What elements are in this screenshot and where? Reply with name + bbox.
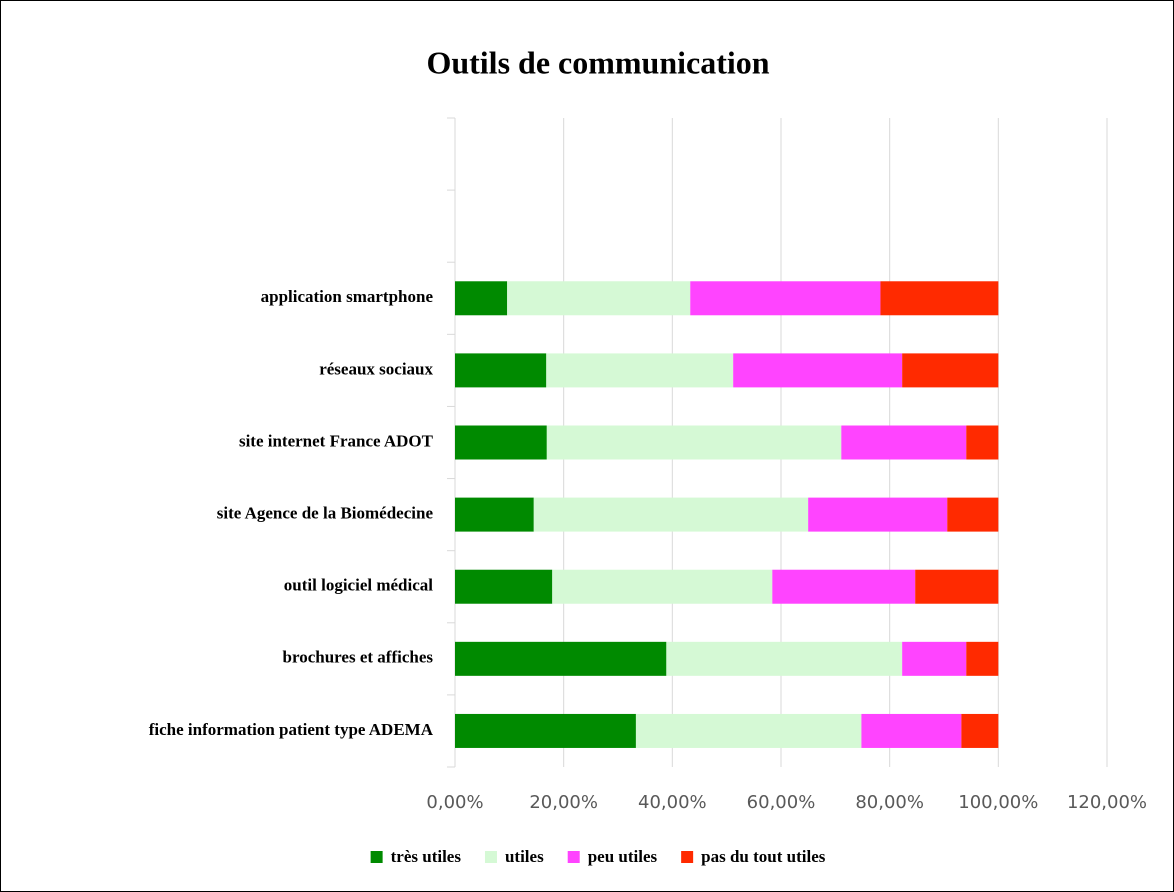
bar-segment [666,641,903,676]
legend-swatch [370,851,383,863]
x-tick-label: 40,00% [638,792,707,813]
y-tick-label: site Agence de la Biomédecine [217,504,434,523]
legend-label: utiles [505,847,544,866]
legend-label: peu utiles [588,847,658,866]
bar-segment [915,569,999,604]
bar-segment [902,353,999,388]
y-tick-label: site internet France ADOT [239,431,434,450]
bar-segment [772,569,916,604]
x-tick-label: 80,00% [855,792,924,813]
bar-segment [966,425,999,460]
bar-segment [455,569,553,604]
bar-segment [455,353,547,388]
bar-segment [961,713,999,748]
bar-segment [947,497,999,532]
bar-segment [808,497,948,532]
legend-swatch [484,851,497,863]
bar-segment [880,281,999,316]
chart-title: Outils de communication [426,44,769,80]
x-tick-label: 60,00% [747,792,816,813]
bar-segment [635,713,862,748]
bar-segment [546,353,734,388]
bar-segment [841,425,967,460]
y-tick-label: brochures et affiches [283,648,434,667]
x-tick-label: 20,00% [529,792,598,813]
bar-segment [690,281,881,316]
legend-label: très utiles [391,847,462,866]
bar-segment [966,641,999,676]
legend-swatch [681,851,694,863]
x-tick-label: 100,00% [958,792,1038,813]
y-tick-label: outil logiciel médical [284,576,433,595]
bar-segment [507,281,691,316]
y-tick-label: réseaux sociaux [319,359,433,378]
bar-segment [552,569,773,604]
bar-segment [733,353,903,388]
x-tick-label: 120,00% [1067,792,1147,813]
bar-segment [455,641,667,676]
legend-swatch [567,851,580,863]
x-tick-label: 0,00% [426,792,483,813]
bar-segment [455,281,508,316]
y-tick-label: fiche information patient type ADEMA [149,720,434,739]
bar-segment [455,425,547,460]
bar-segment [902,641,967,676]
bar-segment [546,425,842,460]
y-tick-label: application smartphone [261,287,434,306]
legend-label: pas du tout utiles [701,847,826,866]
bar-segment [455,497,534,532]
bar-segment [533,497,809,532]
bar-segment [455,713,636,748]
bar-segment [861,713,962,748]
